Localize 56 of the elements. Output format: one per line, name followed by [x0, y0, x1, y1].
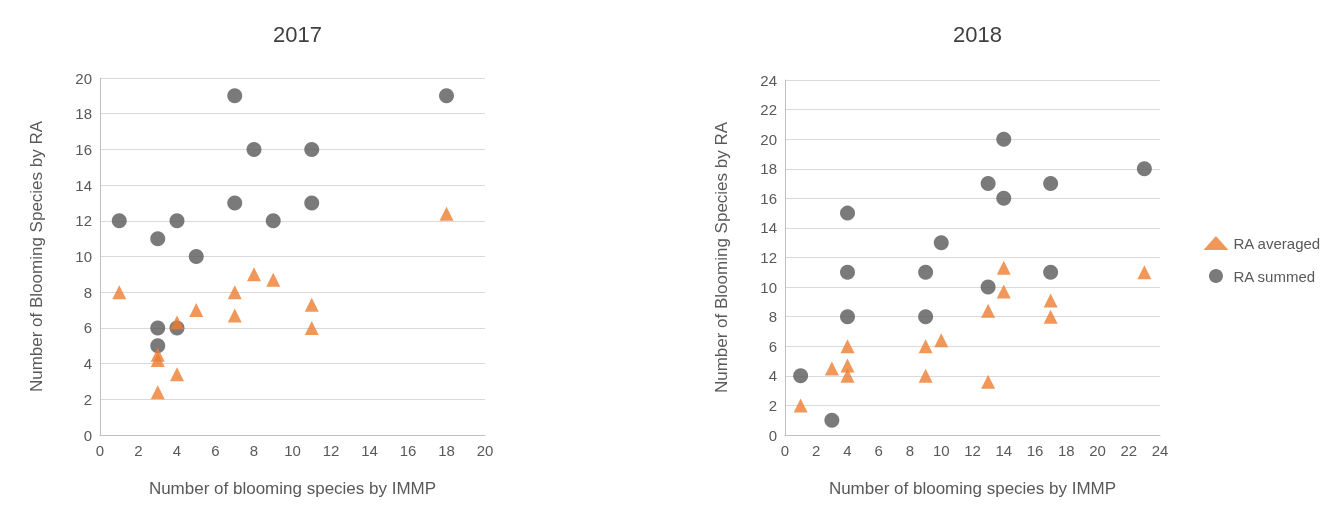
y-tick-label: 6 [768, 337, 777, 355]
y-tick-label: 6 [83, 319, 92, 337]
y-tick-label: 20 [760, 130, 777, 148]
y-tick-label: 20 [75, 69, 92, 87]
x-tick-label: 10 [932, 442, 950, 459]
y-tick-label: 12 [75, 212, 92, 230]
y-tick-label: 4 [768, 367, 777, 385]
x-tick-label: 6 [874, 442, 883, 459]
x-tick-label: 0 [780, 442, 790, 459]
y-tick-label: 2 [768, 396, 777, 414]
y-tick-label: 12 [760, 249, 777, 266]
y-tick-label: 4 [83, 355, 92, 373]
x-axis-title: Number of blooming species by IMMP [828, 479, 1117, 498]
y-axis-title: Number of Blooming Species by RA [712, 121, 731, 394]
y-tick-label: 24 [760, 71, 777, 89]
x-tick-label: 20 [1089, 442, 1106, 459]
x-tick-label: 6 [211, 442, 220, 459]
x-axis-title: Number of blooming species by IMMP [148, 479, 437, 498]
x-tick-label: 10 [284, 442, 301, 459]
chart-title: 2018 [953, 21, 1002, 47]
x-tick-label: 0 [95, 442, 105, 459]
y-tick-label: 8 [83, 283, 92, 301]
x-tick-label: 24 [1151, 442, 1169, 459]
legend-label: RA summed [1233, 267, 1316, 285]
y-tick-label: 2 [83, 390, 92, 408]
y-tick-label: 8 [768, 308, 777, 326]
x-tick-label: 12 [964, 442, 981, 459]
x-tick-label: 14 [361, 442, 378, 459]
y-tick-label: 10 [760, 278, 777, 296]
y-tick-label: 22 [760, 101, 777, 119]
y-tick-label: 18 [75, 105, 92, 123]
x-tick-label: 22 [1120, 442, 1138, 459]
x-tick-label: 2 [812, 442, 821, 459]
chart-title: 2017 [273, 21, 322, 47]
x-tick-label: 16 [399, 442, 417, 459]
x-tick-label: 14 [995, 442, 1013, 459]
y-tick-label: 10 [75, 248, 92, 265]
x-tick-label: 2 [134, 442, 143, 459]
x-tick-label: 18 [1057, 442, 1075, 459]
y-tick-label: 0 [83, 426, 92, 444]
x-tick-label: 16 [1026, 442, 1044, 459]
x-tick-label: 8 [905, 442, 915, 459]
x-tick-label: 8 [249, 442, 259, 459]
legend-label: RA averaged [1233, 234, 1321, 252]
x-tick-label: 20 [476, 442, 494, 459]
x-tick-label: 4 [172, 442, 182, 459]
y-tick-label: 0 [768, 426, 777, 444]
x-tick-label: 12 [322, 442, 340, 459]
y-tick-label: 16 [75, 140, 92, 158]
y-tick-label: 14 [75, 176, 92, 194]
y-tick-label: 14 [760, 219, 777, 237]
x-tick-label: 4 [843, 442, 852, 459]
x-tick-label: 18 [438, 442, 455, 459]
y-tick-label: 18 [760, 160, 777, 178]
y-axis-title: Number of Blooming Species by RA [27, 120, 46, 393]
y-tick-label: 16 [760, 189, 777, 207]
